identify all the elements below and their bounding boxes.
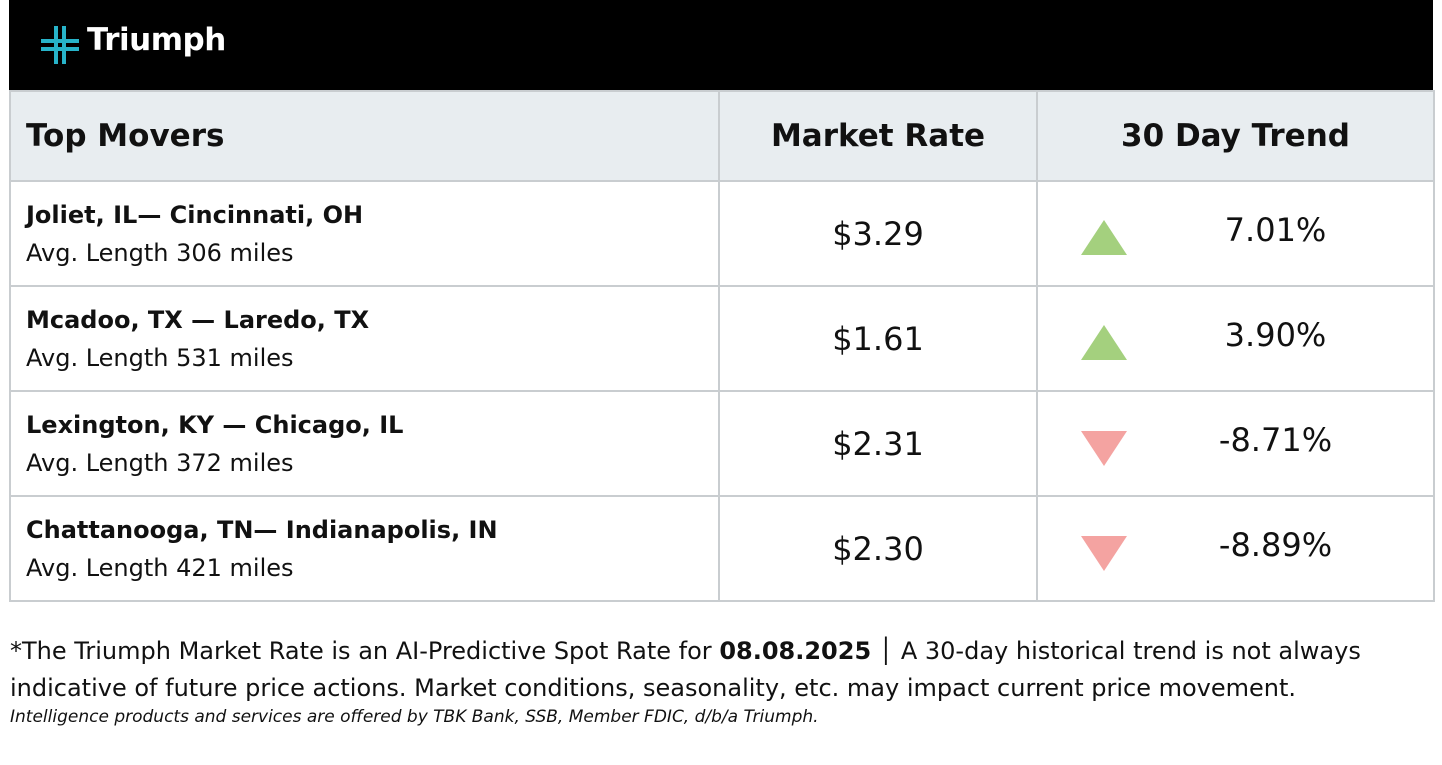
table-row: Chattanooga, TN— Indianapolis, IN Avg. Le… <box>9 495 1435 602</box>
route-length: Avg. Length 421 miles <box>26 553 294 582</box>
market-rate: $1.61 <box>718 285 1038 392</box>
brand-bar: Triumph <box>9 0 1433 90</box>
table-row: Joliet, IL— Cincinnati, OH Avg. Length 30… <box>9 180 1435 287</box>
trend-cell: -8.71% <box>1036 390 1435 497</box>
report-card: Triumph Top Movers Market Rate 30 Day Tren… <box>9 0 1435 602</box>
table-body: Joliet, IL— Cincinnati, OH Avg. Length 30… <box>9 180 1435 602</box>
trend-arrow <box>1081 536 1127 571</box>
movers-table: Top Movers Market Rate 30 Day Trend Joliet… <box>9 90 1435 602</box>
up-triangle <box>1081 325 1127 360</box>
route-length: Avg. Length 306 miles <box>26 238 294 267</box>
trend-cell: -8.89% <box>1036 495 1435 602</box>
down-triangle <box>1081 536 1127 571</box>
route-name: Mcadoo, TX — Laredo, TX <box>26 305 370 334</box>
trend-value: -8.71% <box>1218 420 1333 459</box>
route-length: Avg. Length 372 miles <box>26 448 294 477</box>
brand-name: Triumph <box>87 22 226 58</box>
route-cell: Lexington, KY — Chicago, IL Avg. Length 3… <box>9 390 720 497</box>
market-rate: $2.31 <box>718 390 1038 497</box>
market-rate: $3.29 <box>718 180 1038 287</box>
footnote: *The Triumph Market Rate is an AI-Predic… <box>10 633 1435 707</box>
down-triangle <box>1081 431 1127 466</box>
route-cell: Chattanooga, TN— Indianapolis, IN Avg. Le… <box>9 495 720 602</box>
trend-value: 7.01% <box>1224 210 1327 249</box>
trend-cell: 3.90% <box>1036 285 1435 392</box>
trend-arrow <box>1081 431 1127 466</box>
trend-arrow <box>1081 325 1127 360</box>
route-cell: Joliet, IL— Cincinnati, OH Avg. Length 30… <box>9 180 720 287</box>
route-name: Lexington, KY — Chicago, IL <box>26 410 404 439</box>
route-cell: Mcadoo, TX — Laredo, TX Avg. Length 531 m… <box>9 285 720 392</box>
route-name: Joliet, IL— Cincinnati, OH <box>26 200 364 229</box>
route-name: Chattanooga, TN— Indianapolis, IN <box>26 515 498 544</box>
column-header: Market Rate <box>718 90 1038 182</box>
table-row: Mcadoo, TX — Laredo, TX Avg. Length 531 m… <box>9 285 1435 392</box>
column-header: Top Movers <box>9 90 720 182</box>
market-rate: $2.30 <box>718 495 1038 602</box>
trend-cell: 7.01% <box>1036 180 1435 287</box>
footnote-text: *The Triumph Market Rate is an AI-Predic… <box>10 637 720 665</box>
table-row: Lexington, KY — Chicago, IL Avg. Length 3… <box>9 390 1435 497</box>
logo-icon <box>41 26 79 64</box>
trend-value: -8.89% <box>1218 525 1333 564</box>
route-length: Avg. Length 531 miles <box>26 343 294 372</box>
column-header: 30 Day Trend <box>1036 90 1435 182</box>
footnote-text: │ A 30-day historical trend is not alway… <box>10 637 1361 702</box>
up-triangle <box>1081 220 1127 255</box>
disclaimer: Intelligence products and services are o… <box>10 707 819 727</box>
trend-value: 3.90% <box>1224 315 1327 354</box>
footnote-date: 08.08.2025 <box>719 637 872 665</box>
header-row: Top Movers Market Rate 30 Day Trend <box>9 90 1435 182</box>
trend-arrow <box>1081 220 1127 255</box>
